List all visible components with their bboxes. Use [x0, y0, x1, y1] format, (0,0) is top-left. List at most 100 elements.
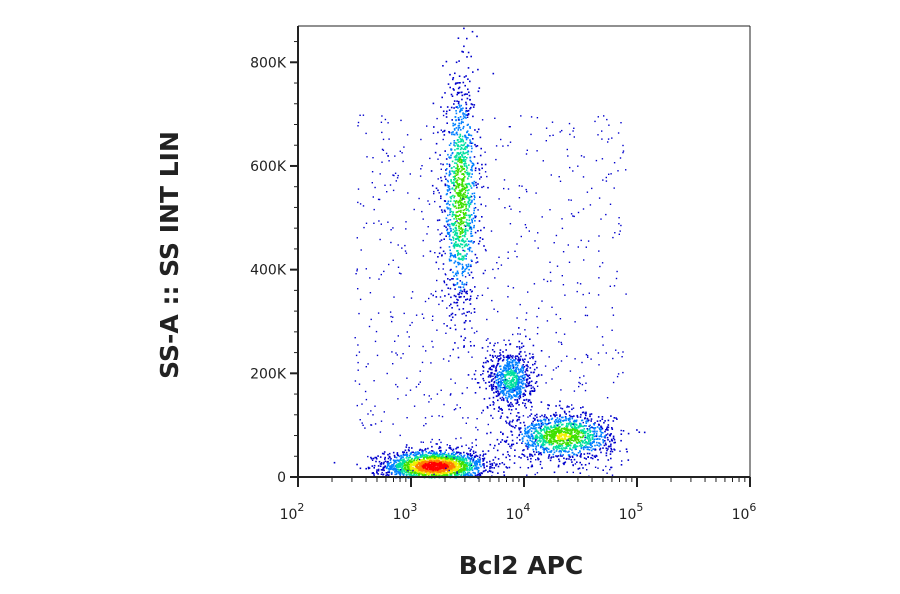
scatter-point: [450, 259, 453, 262]
scatter-point: [507, 373, 509, 375]
scatter-point: [455, 61, 458, 64]
scatter-point: [462, 160, 465, 162]
scatter-point: [447, 214, 449, 217]
scatter-point: [491, 386, 493, 388]
scatter-point: [370, 457, 373, 460]
scatter-point: [468, 248, 471, 250]
scatter-point: [542, 444, 544, 447]
scatter-point: [482, 370, 485, 372]
scatter-point: [392, 451, 395, 454]
scatter-point: [458, 122, 460, 125]
scatter-point: [565, 419, 567, 422]
scatter-point: [457, 468, 459, 470]
scatter-point: [568, 455, 571, 458]
scatter-point: [573, 431, 576, 433]
scatter-point: [468, 310, 470, 313]
scatter-point: [464, 170, 466, 173]
scatter-point: [491, 464, 494, 466]
scatter-point: [432, 467, 435, 470]
scatter-point: [588, 446, 590, 448]
scatter-point: [473, 241, 475, 243]
scatter-point: [437, 454, 439, 457]
scatter-point: [377, 473, 379, 475]
scatter-point: [505, 368, 508, 370]
scatter-point: [444, 183, 447, 186]
scatter-point: [375, 458, 378, 460]
scatter-point: [540, 350, 543, 352]
scatter-point: [399, 471, 401, 474]
scatter-point: [460, 129, 462, 131]
scatter-point: [519, 385, 522, 387]
scatter-point: [438, 252, 441, 255]
scatter-point: [594, 427, 597, 429]
scatter-point: [563, 419, 565, 422]
scatter-point: [571, 455, 574, 458]
scatter-point: [449, 465, 451, 468]
scatter-point: [567, 442, 569, 444]
scatter-point: [523, 374, 525, 376]
scatter-point: [490, 372, 493, 375]
scatter-point: [515, 380, 518, 382]
scatter-point: [476, 382, 479, 384]
scatter-point: [509, 374, 512, 377]
scatter-point: [540, 444, 543, 446]
scatter-point: [477, 466, 480, 469]
scatter-point: [427, 467, 430, 469]
scatter-point: [459, 463, 461, 465]
scatter-point: [452, 456, 455, 459]
scatter-point: [544, 414, 546, 416]
scatter-point: [464, 176, 466, 178]
scatter-point: [554, 415, 556, 418]
scatter-point: [474, 167, 477, 169]
scatter-point: [412, 470, 415, 473]
scatter-point: [531, 464, 533, 467]
scatter-point: [463, 188, 466, 191]
scatter-point: [503, 381, 505, 383]
scatter-point: [564, 441, 566, 444]
scatter-point: [489, 467, 491, 469]
scatter-point: [445, 226, 447, 229]
scatter-point: [461, 182, 464, 185]
scatter-point: [603, 444, 606, 447]
scatter-point: [609, 433, 612, 436]
scatter-point: [473, 462, 476, 465]
scatter-point: [557, 435, 560, 438]
scatter-point: [502, 398, 505, 400]
scatter-point: [486, 432, 488, 435]
scatter-point: [388, 462, 390, 465]
scatter-point: [465, 195, 467, 198]
scatter-point: [544, 418, 546, 421]
scatter-point: [534, 428, 536, 430]
scatter-point: [512, 365, 515, 368]
scatter-point: [511, 434, 514, 436]
scatter-point: [506, 374, 509, 376]
scatter-point: [453, 262, 456, 264]
scatter-point: [607, 419, 610, 422]
scatter-point: [502, 379, 504, 381]
scatter-point: [434, 467, 437, 469]
scatter-point: [458, 227, 460, 229]
scatter-point: [396, 452, 399, 454]
scatter-point: [453, 245, 456, 248]
scatter-point: [415, 461, 418, 464]
scatter-point: [522, 345, 525, 347]
scatter-point: [375, 460, 377, 463]
scatter-point: [580, 407, 582, 409]
scatter-point: [465, 117, 467, 119]
scatter-point: [443, 209, 446, 212]
scatter-point: [540, 435, 543, 438]
scatter-point: [379, 465, 382, 467]
scatter-point: [406, 463, 409, 466]
scatter-point: [449, 227, 452, 230]
scatter-point: [560, 428, 562, 431]
scatter-point: [387, 457, 390, 460]
scatter-point: [557, 439, 560, 442]
scatter-point: [491, 368, 493, 371]
scatter-point: [440, 209, 443, 211]
scatter-point: [398, 465, 400, 467]
scatter-point: [457, 218, 460, 220]
scatter-point: [458, 236, 461, 239]
scatter-point: [461, 194, 464, 196]
scatter-point: [579, 451, 581, 453]
scatter-point: [470, 166, 473, 169]
